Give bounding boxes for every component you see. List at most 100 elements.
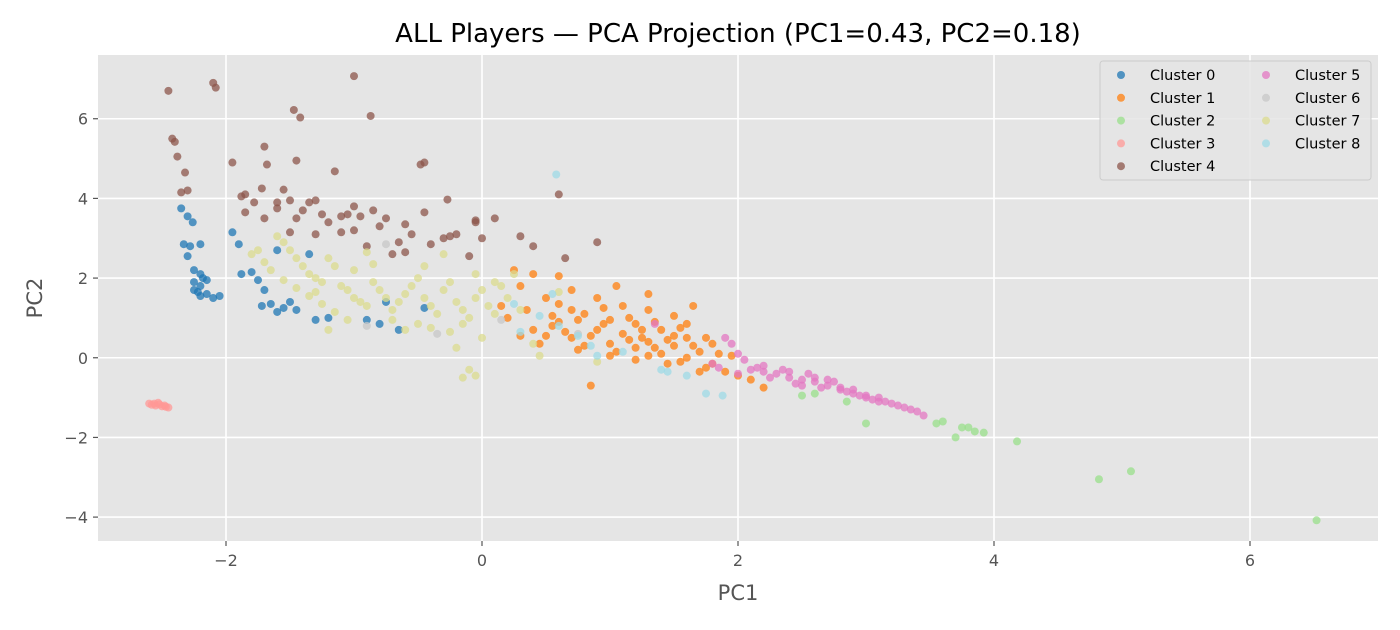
data-point [798,381,806,390]
data-point [366,111,375,120]
data-point [273,307,282,316]
data-point [593,351,602,360]
data-point [362,242,371,251]
data-point [682,319,691,328]
data-point [471,218,480,227]
data-point [305,292,314,301]
data-point [958,423,966,432]
data-point [407,230,416,239]
data-point [618,329,627,338]
legend-label: Cluster 8 [1295,136,1360,152]
data-point [446,232,454,241]
data-point [708,339,717,348]
data-point [964,423,973,432]
data-point [254,246,262,255]
data-point [260,286,269,295]
data-point [702,333,710,342]
data-point [548,290,557,299]
data-point [330,262,339,271]
data-point [682,333,691,342]
data-point [394,325,403,334]
data-point [702,363,710,372]
data-point [177,204,186,213]
data-point [868,395,877,404]
data-point [497,315,506,324]
data-point [548,321,557,330]
data-point [337,282,346,291]
data-point [273,204,282,213]
data-point [471,371,480,380]
data-point [695,367,704,376]
data-point [324,218,333,227]
data-point [154,398,163,407]
data-point [862,419,870,428]
data-point [170,137,179,146]
data-point [350,202,358,211]
data-point [766,373,774,382]
data-point [529,270,538,279]
data-point [228,158,237,167]
data-point [292,254,301,263]
data-point [401,325,410,334]
data-point [330,167,339,176]
data-point [286,196,294,205]
data-point [324,325,333,334]
data-point [490,214,499,223]
data-point [318,278,326,287]
data-point [938,417,947,426]
data-point [369,206,378,215]
axis-ticks: −2 0 2 4 6 −4 −2 0 2 4 6 [64,110,1255,570]
data-point [631,319,640,328]
data-point [631,355,640,364]
data-point [426,301,435,310]
data-point [420,262,429,271]
data-point [650,343,659,352]
data-point [1094,475,1103,484]
data-point [1126,467,1135,476]
data-point [625,313,634,322]
data-point [337,228,346,237]
data-point [682,353,691,362]
data-point [516,232,525,241]
data-point [369,278,378,287]
data-point [298,206,307,215]
data-point [186,242,195,251]
data-point [181,168,190,177]
data-point [618,301,627,310]
data-point [350,72,358,81]
data-point [612,347,621,356]
data-point [260,258,269,267]
data-point [318,210,326,219]
data-point [190,278,198,287]
data-point [478,234,486,243]
data-point [286,246,294,255]
legend-label: Cluster 6 [1295,91,1360,107]
data-point [292,156,301,165]
data-point [561,254,570,263]
data-point [529,339,538,348]
data-point [644,305,653,314]
data-point [772,369,781,378]
data-point [324,313,333,322]
data-point [593,325,602,334]
legend-label: Cluster 5 [1295,68,1360,84]
data-point [979,428,988,437]
legend-marker [1117,71,1125,79]
data-point [375,319,384,328]
data-point [458,305,467,314]
data-point [817,383,826,392]
series-3 [145,398,173,412]
data-point [798,375,806,384]
data-point [631,343,640,352]
data-point [388,315,397,324]
data-point [211,83,220,92]
data-point [254,276,262,285]
data-point [292,284,301,293]
data-point [682,371,691,380]
data-point [759,383,768,392]
data-point [289,105,298,114]
legend-marker [1117,93,1125,102]
data-point [874,393,883,402]
data-point [439,250,448,259]
